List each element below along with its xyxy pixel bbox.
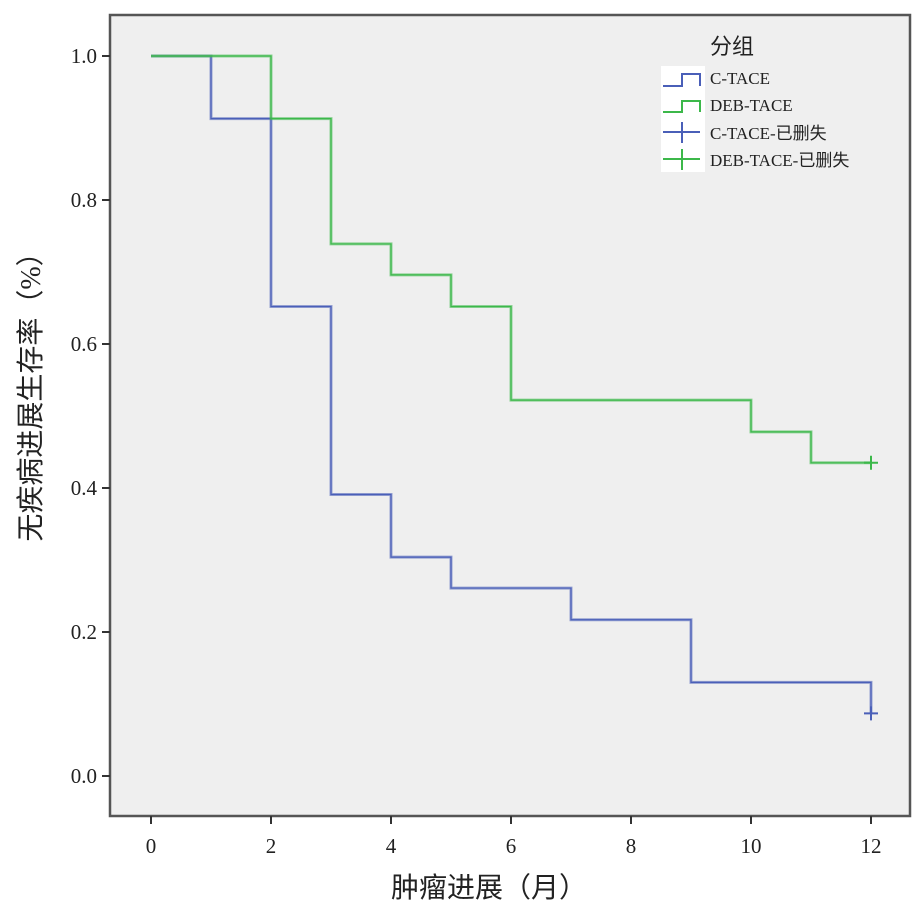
x-tick-label: 6 <box>506 834 517 858</box>
y-tick-label: 0.8 <box>71 188 97 212</box>
legend-entry: C-TACE-已删失 <box>710 124 827 143</box>
legend-swatch-c-tace-censored <box>663 122 700 143</box>
x-tick-label: 0 <box>146 834 157 858</box>
legend-entry: DEB-TACE <box>710 96 793 115</box>
censor-mark <box>864 706 878 721</box>
y-tick-label: 0.0 <box>71 764 97 788</box>
legend: 分组 C-TACE DEB-TACE C-TACE-已删失 DEB-TACE-已… <box>661 34 849 172</box>
censor-mark <box>864 455 878 470</box>
survival-curve-line <box>151 55 871 464</box>
x-tick-label: 10 <box>741 834 762 858</box>
x-tick-label: 2 <box>266 834 277 858</box>
legend-entry: C-TACE <box>710 69 770 88</box>
y-tick-label: 0.6 <box>71 332 97 356</box>
y-axis-label: 无疾病进展生存率（%） <box>15 238 47 541</box>
legend-swatch-deb-tace-censored <box>663 149 700 170</box>
x-tick-label: 4 <box>386 834 397 858</box>
y-tick-label: 0.4 <box>71 476 98 500</box>
legend-swatch-c-tace <box>663 73 701 87</box>
x-tick-label: 8 <box>626 834 637 858</box>
legend-swatch-deb-tace <box>663 100 701 113</box>
x-tick-label: 12 <box>861 834 882 858</box>
survival-curve-line <box>151 55 872 714</box>
legend-entry: DEB-TACE-已删失 <box>710 151 849 170</box>
y-tick-label: 0.2 <box>71 620 97 644</box>
x-axis-label: 肿瘤进展（月） <box>391 872 587 904</box>
y-tick-label: 1.0 <box>71 44 97 68</box>
legend-title: 分组 <box>710 34 754 59</box>
